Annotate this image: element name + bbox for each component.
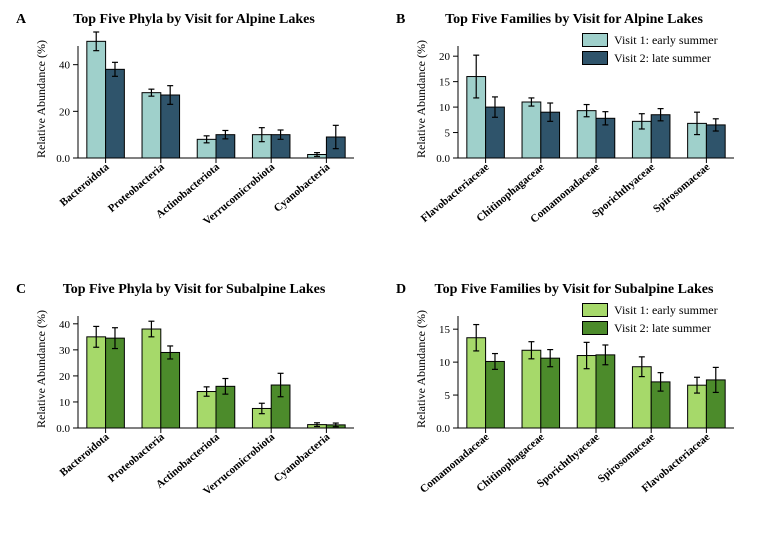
legend-swatch: [582, 321, 608, 335]
panel-C-plot: 0.010203040BacteroidotaProteobacteriaAct…: [14, 282, 374, 542]
svg-text:Spirosomaceae: Spirosomaceae: [596, 431, 657, 485]
legend-subalpine-item-1: Visit 2: late summer: [582, 320, 718, 336]
svg-text:15: 15: [439, 77, 451, 89]
panel-D-title: Top Five Families by Visit for Subalpine…: [394, 282, 754, 298]
svg-text:Proteobacteria: Proteobacteria: [106, 431, 167, 485]
svg-text:Spirosomaceae: Spirosomaceae: [651, 161, 712, 215]
svg-text:0.0: 0.0: [436, 153, 450, 165]
legend-subalpine-item-0: Visit 1: early summer: [582, 302, 718, 318]
panel-C-title: Top Five Phyla by Visit for Subalpine La…: [14, 282, 374, 298]
legend-swatch: [582, 303, 608, 317]
panel-A-plot: 0.02040BacteroidotaProteobacteriaActinob…: [14, 12, 374, 272]
legend-label: Visit 2: late summer: [614, 320, 711, 336]
svg-text:30: 30: [59, 345, 71, 357]
legend-subalpine: Visit 1: early summer Visit 2: late summ…: [582, 302, 718, 338]
figure: A Top Five Phyla by Visit for Alpine Lak…: [0, 0, 767, 559]
legend-alpine: Visit 1: early summer Visit 2: late summ…: [582, 32, 718, 68]
svg-text:0.0: 0.0: [436, 423, 450, 435]
panel-C-ylabel: Relative Abundance (%): [34, 316, 49, 428]
svg-text:10: 10: [439, 102, 451, 114]
svg-text:Bacteroidota: Bacteroidota: [58, 161, 112, 209]
panel-A: A Top Five Phyla by Visit for Alpine Lak…: [14, 12, 374, 272]
svg-text:0.0: 0.0: [56, 153, 70, 165]
panel-B-title: Top Five Families by Visit for Alpine La…: [394, 12, 754, 28]
legend-alpine-item-0: Visit 1: early summer: [582, 32, 718, 48]
svg-text:0.0: 0.0: [56, 423, 70, 435]
legend-swatch: [582, 33, 608, 47]
panel-A-ylabel: Relative Abundance (%): [34, 46, 49, 158]
panel-B-ylabel: Relative Abundance (%): [414, 46, 429, 158]
svg-text:5: 5: [445, 390, 451, 402]
legend-alpine-item-1: Visit 2: late summer: [582, 50, 718, 66]
legend-label: Visit 1: early summer: [614, 32, 718, 48]
svg-text:40: 40: [59, 319, 71, 331]
svg-text:Bacteroidota: Bacteroidota: [58, 431, 112, 479]
svg-text:15: 15: [439, 324, 451, 336]
svg-text:20: 20: [59, 371, 71, 383]
svg-text:10: 10: [439, 357, 451, 369]
svg-text:5: 5: [445, 128, 451, 140]
legend-swatch: [582, 51, 608, 65]
panel-D-ylabel: Relative Abundance (%): [414, 316, 429, 428]
panel-B: B Top Five Families by Visit for Alpine …: [394, 12, 754, 272]
panel-A-title: Top Five Phyla by Visit for Alpine Lakes: [14, 12, 374, 28]
legend-label: Visit 1: early summer: [614, 302, 718, 318]
svg-text:20: 20: [439, 51, 451, 63]
svg-text:Cyanobacteria: Cyanobacteria: [272, 161, 333, 215]
legend-label: Visit 2: late summer: [614, 50, 711, 66]
svg-text:Cyanobacteria: Cyanobacteria: [272, 431, 333, 485]
panel-C: C Top Five Phyla by Visit for Subalpine …: [14, 282, 374, 542]
svg-text:40: 40: [59, 60, 71, 72]
panel-D: D Top Five Families by Visit for Subalpi…: [394, 282, 754, 542]
svg-text:20: 20: [59, 106, 71, 118]
svg-text:10: 10: [59, 397, 71, 409]
svg-text:Proteobacteria: Proteobacteria: [106, 161, 167, 215]
